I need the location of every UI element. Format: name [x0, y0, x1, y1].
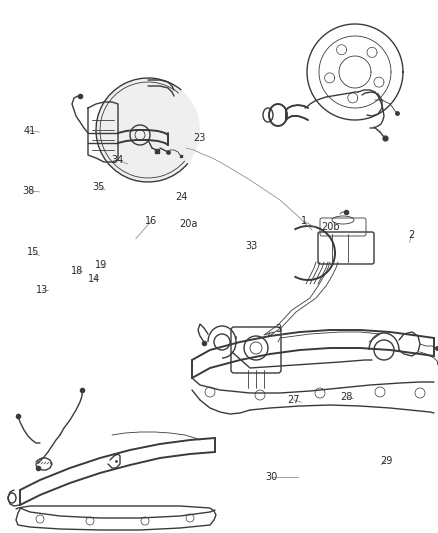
Text: 34: 34 [111, 155, 124, 165]
Text: 3: 3 [275, 325, 281, 334]
Text: 16: 16 [145, 216, 157, 226]
Text: 1: 1 [301, 216, 307, 226]
Text: 19: 19 [95, 260, 107, 270]
Text: 35: 35 [92, 182, 105, 191]
Text: 30: 30 [265, 472, 278, 482]
Text: 2: 2 [409, 230, 415, 239]
Text: 18: 18 [71, 266, 83, 276]
Text: 14: 14 [88, 274, 100, 284]
Text: 15: 15 [27, 247, 39, 256]
Text: 23: 23 [193, 133, 205, 142]
Text: 20b: 20b [321, 222, 340, 231]
Text: 38: 38 [22, 186, 35, 196]
Text: 41: 41 [24, 126, 36, 135]
Ellipse shape [96, 78, 200, 182]
Text: 33: 33 [246, 241, 258, 251]
Text: 20a: 20a [179, 219, 198, 229]
Text: 13: 13 [35, 286, 48, 295]
Text: 27: 27 [287, 395, 300, 405]
Text: 29: 29 [380, 456, 392, 466]
Text: 24: 24 [176, 192, 188, 202]
Text: 28: 28 [340, 392, 352, 402]
